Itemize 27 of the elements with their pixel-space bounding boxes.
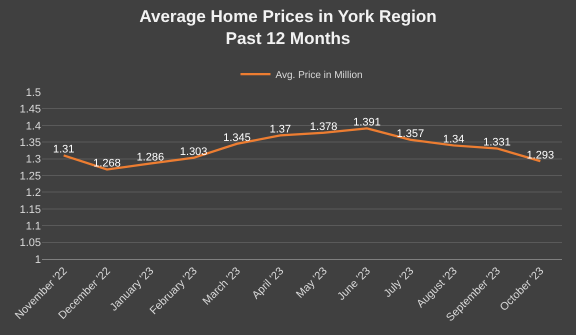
- y-tick-label: 1.1: [26, 220, 41, 232]
- x-tick-label: July '23: [382, 265, 416, 300]
- y-tick-label: 1.25: [20, 170, 41, 182]
- y-tick-label: 1.45: [20, 104, 41, 116]
- y-tick-label: 1.05: [20, 237, 41, 250]
- y-tick-label: 1.4: [26, 120, 41, 132]
- data-label: 1.391: [353, 116, 381, 129]
- legend-label: Avg. Price in Million: [276, 70, 363, 82]
- y-tick-label: 1.3: [26, 154, 41, 166]
- data-label: 1.293: [526, 149, 554, 162]
- y-tick-label: 1: [34, 254, 41, 266]
- y-tick-label: 1.5: [26, 86, 41, 99]
- y-tick-label: 1.15: [20, 204, 41, 216]
- data-label: 1.268: [93, 158, 121, 170]
- data-label: 1.37: [270, 124, 292, 136]
- data-label: 1.357: [396, 128, 424, 140]
- data-label: 1.345: [223, 132, 251, 144]
- data-label: 1.34: [442, 134, 464, 146]
- data-label: 1.378: [310, 121, 338, 133]
- data-label: 1.286: [136, 152, 164, 164]
- x-tick-label: May '23: [294, 265, 330, 301]
- chart-title: Average Home Prices in York Region Past 12 Months: [139, 6, 437, 48]
- y-tick-label: 1.35: [20, 136, 41, 149]
- y-tick-label: 1.2: [26, 187, 41, 200]
- data-label: 1.31: [52, 144, 74, 156]
- data-label: 1.303: [180, 146, 208, 158]
- data-label: 1.331: [483, 136, 511, 149]
